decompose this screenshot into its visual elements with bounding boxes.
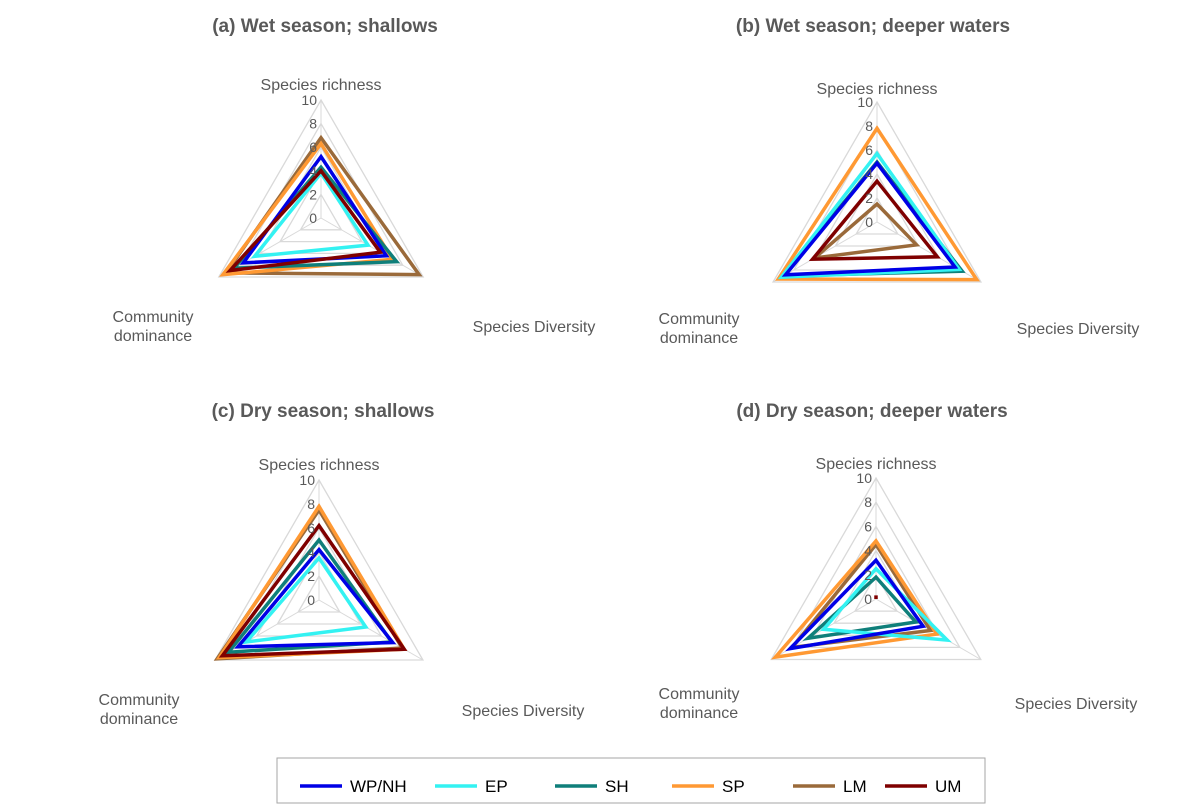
axis-label-richness: Species richness [259,457,380,474]
series-ep [241,555,369,645]
legend-label: EP [485,777,508,796]
axis-label-richness: Species richness [817,81,938,98]
series-ep [777,150,963,280]
panel-title: (a) Wet season; shallows [212,16,438,37]
series-lm [809,201,921,261]
series-ep [820,566,952,643]
grid-ring [297,574,341,613]
legend-label: SH [605,777,629,796]
axis-label-dominance: dominance [660,705,738,722]
legend-label: SP [722,777,745,796]
tick-label: 6 [864,518,872,534]
tick-label: 8 [309,116,317,132]
tick-label: 0 [307,592,315,608]
grid-ring [299,193,343,231]
tick-label: 4 [309,163,317,179]
tick-label: 4 [864,543,872,559]
grid-spoke [772,221,878,283]
series-sp [219,140,396,277]
tick-label: 8 [864,494,872,510]
axis-label-dominance: Community [113,309,194,326]
legend-label: WP/NH [350,777,407,796]
tick-label: 2 [307,568,315,584]
panel-title: (d) Dry season; deeper waters [736,401,1007,422]
tick-label: 2 [865,190,873,206]
axis-label-diversity: Species Diversity [1017,321,1140,338]
series-wp-nh [781,160,959,277]
axis-label-diversity: Species Diversity [473,319,596,336]
series-wp-nh [785,557,927,652]
axis-label-dominance: dominance [100,711,178,728]
series-um [218,522,408,658]
series-sh [224,537,396,655]
tick-label: 10 [856,470,872,486]
grid-ring [791,500,961,649]
legend-label: LM [843,777,867,796]
series-wp-nh [234,546,397,649]
series-ep [250,170,372,259]
panel-title: (c) Dry season; shallows [212,401,435,422]
tick-label: 2 [309,186,317,202]
tick-label: 10 [301,92,317,108]
axis-label-richness: Species richness [261,77,382,94]
axis-label-dominance: dominance [114,328,192,345]
grid-ring [217,98,425,278]
tick-label: 10 [857,94,873,110]
axis-label-dominance: Community [99,692,180,709]
tick-label: 4 [865,166,873,182]
axis-label-diversity: Species Diversity [1015,696,1138,713]
tick-label: 4 [307,544,315,560]
grid-spoke [320,217,424,278]
legend-box [276,757,986,804]
axis-label-dominance: Community [659,686,740,703]
panel-title: (b) Wet season; deeper waters [736,16,1010,37]
series-sp [775,125,981,282]
tick-label: 2 [864,567,872,583]
tick-label: 0 [309,210,317,226]
axis-label-richness: Species richness [816,456,937,473]
legend-label: UM [935,777,961,796]
panel-dry-deep: (d) Dry season; deeper waters0246810Spec… [659,401,1138,722]
tick-label: 6 [307,520,315,536]
axis-label-dominance: Community [659,311,740,328]
tick-label: 0 [865,214,873,230]
grid-ring [213,478,425,661]
tick-label: 10 [299,472,315,488]
panel-wet-deep: (b) Wet season; deeper waters0246810Spec… [659,16,1140,347]
tick-label: 6 [309,139,317,155]
series-lm [788,541,934,650]
series-um [808,178,941,262]
tick-label: 8 [865,118,873,134]
series-um [225,168,384,273]
axis-label-diversity: Species Diversity [462,703,585,720]
tick-label: 8 [307,496,315,512]
tick-label: 6 [865,142,873,158]
tick-label: 0 [864,591,872,607]
series-sp [771,538,940,660]
grid-ring [771,100,983,283]
grid-ring [770,476,982,661]
legend: WP/NH EP SH SP LM UM [276,757,986,804]
grid-ring [853,573,899,612]
axis-label-dominance: dominance [660,330,738,347]
